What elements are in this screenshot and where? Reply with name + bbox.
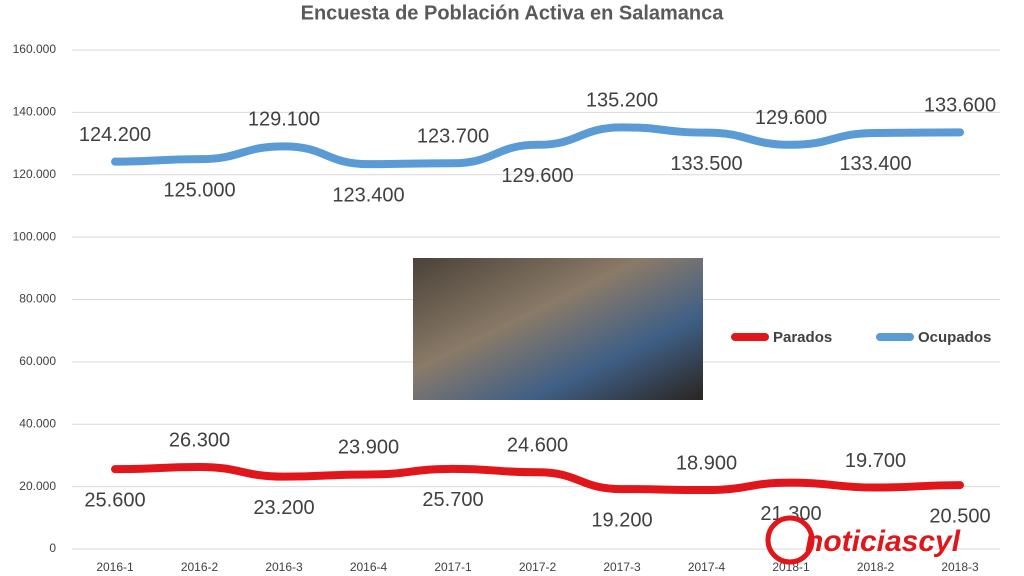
- x-tick-label: 2018-1: [772, 560, 810, 574]
- x-tick-label: 2016-1: [96, 560, 134, 574]
- value-label: 25.600: [84, 489, 145, 511]
- value-label: 20.500: [929, 505, 990, 527]
- value-label: 129.600: [755, 107, 827, 129]
- value-label: 129.600: [501, 165, 573, 187]
- x-tick-label: 2017-2: [519, 560, 557, 574]
- y-tick-label: 120.000: [13, 167, 57, 181]
- x-tick-label: 2017-3: [603, 560, 641, 574]
- value-label: 23.900: [338, 437, 399, 459]
- value-label: 19.700: [845, 450, 906, 472]
- value-label: 135.200: [586, 90, 658, 112]
- series-line: [111, 462, 964, 495]
- legend-label: Ocupados: [918, 329, 991, 346]
- value-label: 21.300: [760, 503, 821, 525]
- value-label: 125.000: [163, 179, 235, 201]
- legend-label: Parados: [773, 329, 832, 346]
- x-tick-label: 2018-3: [941, 560, 979, 574]
- y-tick-label: 80.000: [19, 292, 56, 306]
- value-label: 123.400: [332, 184, 404, 206]
- x-tick-label: 2016-3: [265, 560, 303, 574]
- x-tick-label: 2016-2: [181, 560, 219, 574]
- x-tick-label: 2018-2: [857, 560, 895, 574]
- y-tick-label: 40.000: [19, 416, 56, 430]
- series-line: [111, 123, 964, 169]
- value-label: 25.700: [422, 489, 483, 511]
- y-tick-label: 100.000: [13, 229, 57, 243]
- value-label: 18.900: [676, 452, 737, 474]
- logo-ring: [765, 515, 815, 565]
- y-tick-label: 140.000: [13, 105, 57, 119]
- y-tick-label: 160.000: [13, 42, 57, 56]
- logo: noticiascyl: [805, 525, 961, 558]
- x-tick-label: 2017-1: [434, 560, 472, 574]
- value-label: 124.200: [79, 124, 151, 146]
- y-tick-label: 0: [49, 541, 56, 555]
- value-label: 24.600: [507, 435, 568, 457]
- value-label: 133.600: [924, 95, 996, 117]
- value-label: 133.500: [670, 153, 742, 175]
- photo: [413, 258, 703, 400]
- value-label: 23.200: [253, 497, 314, 519]
- value-label: 19.200: [591, 509, 652, 531]
- value-label: 133.400: [839, 153, 911, 175]
- x-tick-label: 2017-4: [688, 560, 726, 574]
- x-tick-label: 2016-4: [350, 560, 388, 574]
- y-tick-label: 60.000: [19, 354, 56, 368]
- y-tick-label: 20.000: [19, 479, 56, 493]
- value-label: 26.300: [169, 429, 230, 451]
- value-label: 129.100: [248, 109, 320, 131]
- chart-title: Encuesta de Población Activa en Salamanc…: [301, 2, 725, 24]
- value-label: 123.700: [417, 125, 489, 147]
